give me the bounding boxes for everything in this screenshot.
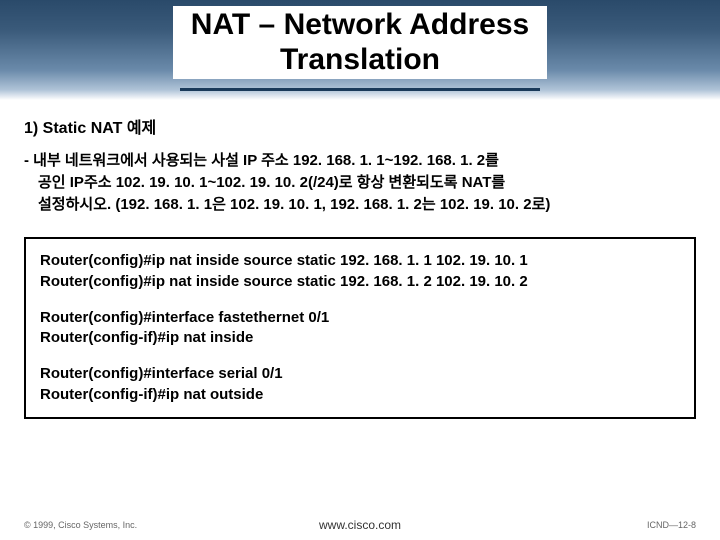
desc-line-2: 공인 IP주소 102. 19. 10. 1~102. 19. 10. 2(/2… <box>24 172 696 194</box>
title-line-2: Translation <box>280 43 440 76</box>
footer-url: www.cisco.com <box>319 518 401 532</box>
title-underline <box>180 88 540 91</box>
section-subtitle: 1) Static NAT 예제 <box>24 114 696 138</box>
router-config-box: Router(config)#ip nat inside source stat… <box>24 237 696 419</box>
code-line: Router(config)#interface fastethernet 0/… <box>40 308 680 328</box>
title-line-1: NAT – Network Address <box>191 8 529 41</box>
code-line: Router(config)#interface serial 0/1 <box>40 364 680 384</box>
code-block-3: Router(config)#interface serial 0/1 Rout… <box>40 364 680 405</box>
slide-number: ICND—12-8 <box>647 520 696 530</box>
slide-header: NAT – Network Address Translation <box>0 0 720 100</box>
code-line: Router(config)#ip nat inside source stat… <box>40 251 680 271</box>
slide-content: 1) Static NAT 예제 - 내부 네트워크에서 사용되는 사설 IP … <box>0 100 720 419</box>
slide-title: NAT – Network Address Translation <box>173 6 547 79</box>
description-text: - 내부 네트워크에서 사용되는 사설 IP 주소 192. 168. 1. 1… <box>24 150 696 215</box>
code-line: Router(config-if)#ip nat inside <box>40 328 680 348</box>
code-block-2: Router(config)#interface fastethernet 0/… <box>40 308 680 349</box>
code-line: Router(config)#ip nat inside source stat… <box>40 272 680 292</box>
code-block-1: Router(config)#ip nat inside source stat… <box>40 251 680 292</box>
slide-footer: © 1999, Cisco Systems, Inc. www.cisco.co… <box>0 520 720 530</box>
code-line: Router(config-if)#ip nat outside <box>40 385 680 405</box>
desc-line-1: - 내부 네트워크에서 사용되는 사설 IP 주소 192. 168. 1. 1… <box>24 152 499 169</box>
desc-line-3: 설정하시오. (192. 168. 1. 1은 102. 19. 10. 1, … <box>24 194 696 216</box>
copyright-text: © 1999, Cisco Systems, Inc. <box>24 520 137 530</box>
